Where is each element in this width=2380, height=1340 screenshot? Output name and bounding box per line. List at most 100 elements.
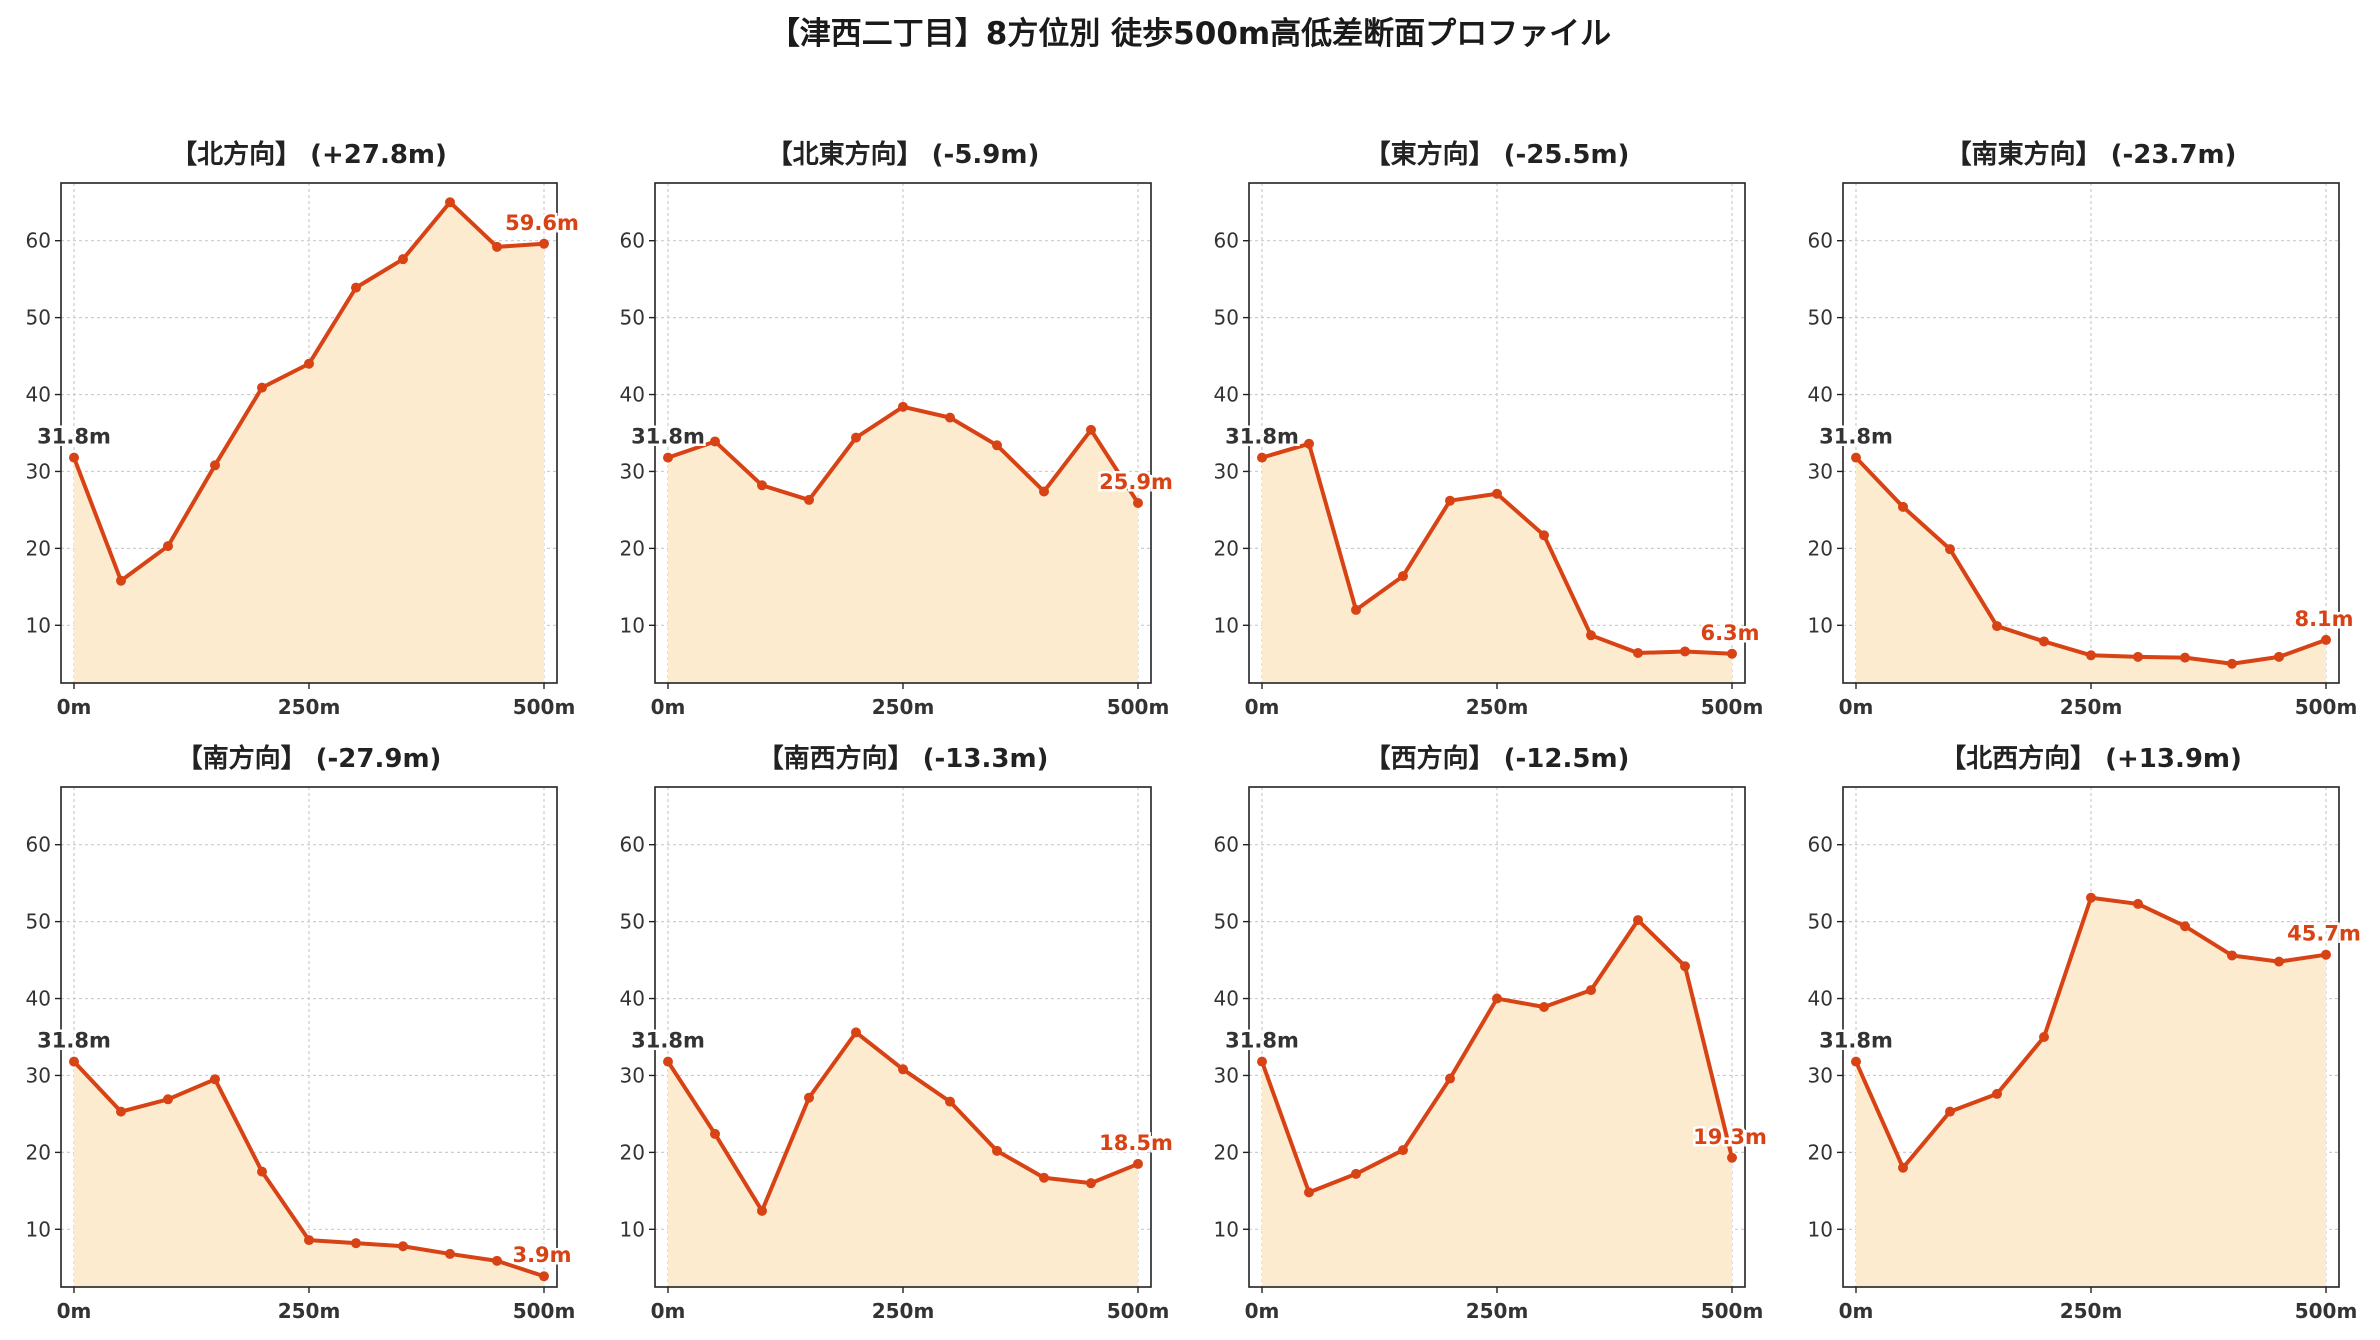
data-point xyxy=(1727,1152,1737,1163)
x-tick-label: 500m xyxy=(1701,1299,1764,1323)
elevation-area xyxy=(1856,897,2326,1287)
data-point xyxy=(1039,1172,1049,1183)
start-elevation-label: 31.8m xyxy=(631,1029,705,1053)
y-tick-label: 20 xyxy=(26,1140,51,1164)
data-point xyxy=(210,1074,220,1085)
y-tick-label: 50 xyxy=(26,910,51,934)
y-tick-label: 30 xyxy=(1214,459,1239,483)
data-point xyxy=(257,382,267,393)
panel-title: 【東方向】 (-25.5m) xyxy=(1365,139,1630,170)
data-point xyxy=(757,1205,767,1216)
y-tick-label: 40 xyxy=(620,383,645,407)
data-point xyxy=(1304,1187,1314,1198)
data-point xyxy=(851,432,861,443)
y-tick-label: 50 xyxy=(620,910,645,934)
data-point xyxy=(710,436,720,447)
elevation-area xyxy=(668,1032,1138,1287)
end-elevation-label: 59.6m xyxy=(505,211,579,235)
data-point xyxy=(445,197,455,208)
data-point xyxy=(398,254,408,265)
x-tick-label: 500m xyxy=(513,1299,576,1323)
panel-title: 【南方向】 (-27.9m) xyxy=(177,743,442,774)
elevation-area xyxy=(74,202,544,683)
y-tick-label: 40 xyxy=(1214,383,1239,407)
x-tick-label: 500m xyxy=(513,695,576,719)
x-tick-label: 250m xyxy=(2060,695,2123,719)
data-point xyxy=(851,1027,861,1038)
y-tick-label: 40 xyxy=(26,987,51,1011)
data-point xyxy=(1492,488,1502,499)
data-point xyxy=(898,1064,908,1075)
start-elevation-label: 31.8m xyxy=(37,425,111,449)
x-tick-label: 250m xyxy=(278,1299,341,1323)
data-point xyxy=(304,358,314,369)
data-point xyxy=(804,494,814,505)
data-point xyxy=(1398,1145,1408,1156)
data-point xyxy=(2227,658,2237,669)
data-point xyxy=(539,1271,549,1282)
start-elevation-label: 31.8m xyxy=(1819,1029,1893,1053)
data-point xyxy=(898,401,908,412)
data-point xyxy=(2274,651,2284,662)
data-point xyxy=(1680,646,1690,657)
data-point xyxy=(1492,993,1502,1004)
data-point xyxy=(1539,1002,1549,1012)
y-tick-label: 60 xyxy=(1808,833,1833,857)
y-tick-label: 20 xyxy=(620,1140,645,1164)
x-tick-label: 0m xyxy=(1245,695,1280,719)
y-tick-label: 20 xyxy=(1214,536,1239,560)
data-point xyxy=(1898,501,1908,512)
end-elevation-label: 3.9m xyxy=(512,1243,571,1267)
data-point xyxy=(1945,1106,1955,1117)
data-point xyxy=(1086,424,1096,435)
y-tick-label: 40 xyxy=(1214,987,1239,1011)
data-point xyxy=(2133,898,2143,909)
data-point xyxy=(539,238,549,249)
y-tick-label: 40 xyxy=(1808,987,1833,1011)
data-point xyxy=(945,1096,955,1107)
y-tick-label: 10 xyxy=(1808,1217,1833,1241)
end-elevation-label: 25.9m xyxy=(1099,470,1173,494)
data-point xyxy=(1086,1178,1096,1189)
x-tick-label: 0m xyxy=(651,695,686,719)
data-point xyxy=(1398,571,1408,582)
y-tick-label: 50 xyxy=(26,306,51,330)
y-tick-label: 40 xyxy=(26,383,51,407)
data-point xyxy=(1351,1168,1361,1179)
data-point xyxy=(163,541,173,552)
panel-title: 【南東方向】 (-23.7m) xyxy=(1946,139,2237,170)
data-point xyxy=(757,480,767,491)
data-point xyxy=(945,412,955,423)
data-point xyxy=(69,1056,79,1067)
y-tick-label: 60 xyxy=(1214,229,1239,253)
data-point xyxy=(163,1094,173,1105)
data-point xyxy=(2227,950,2237,961)
y-tick-label: 20 xyxy=(1214,1140,1239,1164)
data-point xyxy=(304,1235,314,1246)
y-tick-label: 60 xyxy=(1808,229,1833,253)
data-point xyxy=(663,1056,673,1067)
data-point xyxy=(2180,921,2190,932)
y-tick-label: 30 xyxy=(26,1063,51,1087)
data-point xyxy=(1257,1056,1267,1067)
data-point xyxy=(710,1128,720,1139)
panel-6: 【南西方向】 (-13.3m) 10 20 30 40 50 60 0m 250m 500m 31.… xyxy=(620,743,1176,1323)
y-tick-label: 20 xyxy=(1808,536,1833,560)
y-tick-label: 30 xyxy=(1214,1063,1239,1087)
panel-title: 【南西方向】 (-13.3m) xyxy=(758,743,1049,774)
x-tick-label: 0m xyxy=(651,1299,686,1323)
data-point xyxy=(445,1248,455,1259)
data-point xyxy=(1539,530,1549,541)
panel-5: 【南方向】 (-27.9m) 10 20 30 40 50 60 0m 250m 500m 31.8… xyxy=(26,743,576,1323)
data-point xyxy=(992,440,1002,451)
x-tick-label: 0m xyxy=(1839,1299,1874,1323)
y-tick-label: 10 xyxy=(26,1217,51,1241)
y-tick-label: 50 xyxy=(1808,910,1833,934)
y-tick-label: 50 xyxy=(1214,306,1239,330)
y-tick-label: 10 xyxy=(26,613,51,637)
panel-1: 【北方向】 (+27.8m) 10 20 30 40 50 60 0m 250m 500m 31.8… xyxy=(26,139,582,719)
y-tick-label: 30 xyxy=(1808,1063,1833,1087)
y-tick-label: 30 xyxy=(620,459,645,483)
panel-title: 【西方向】 (-12.5m) xyxy=(1365,743,1630,774)
